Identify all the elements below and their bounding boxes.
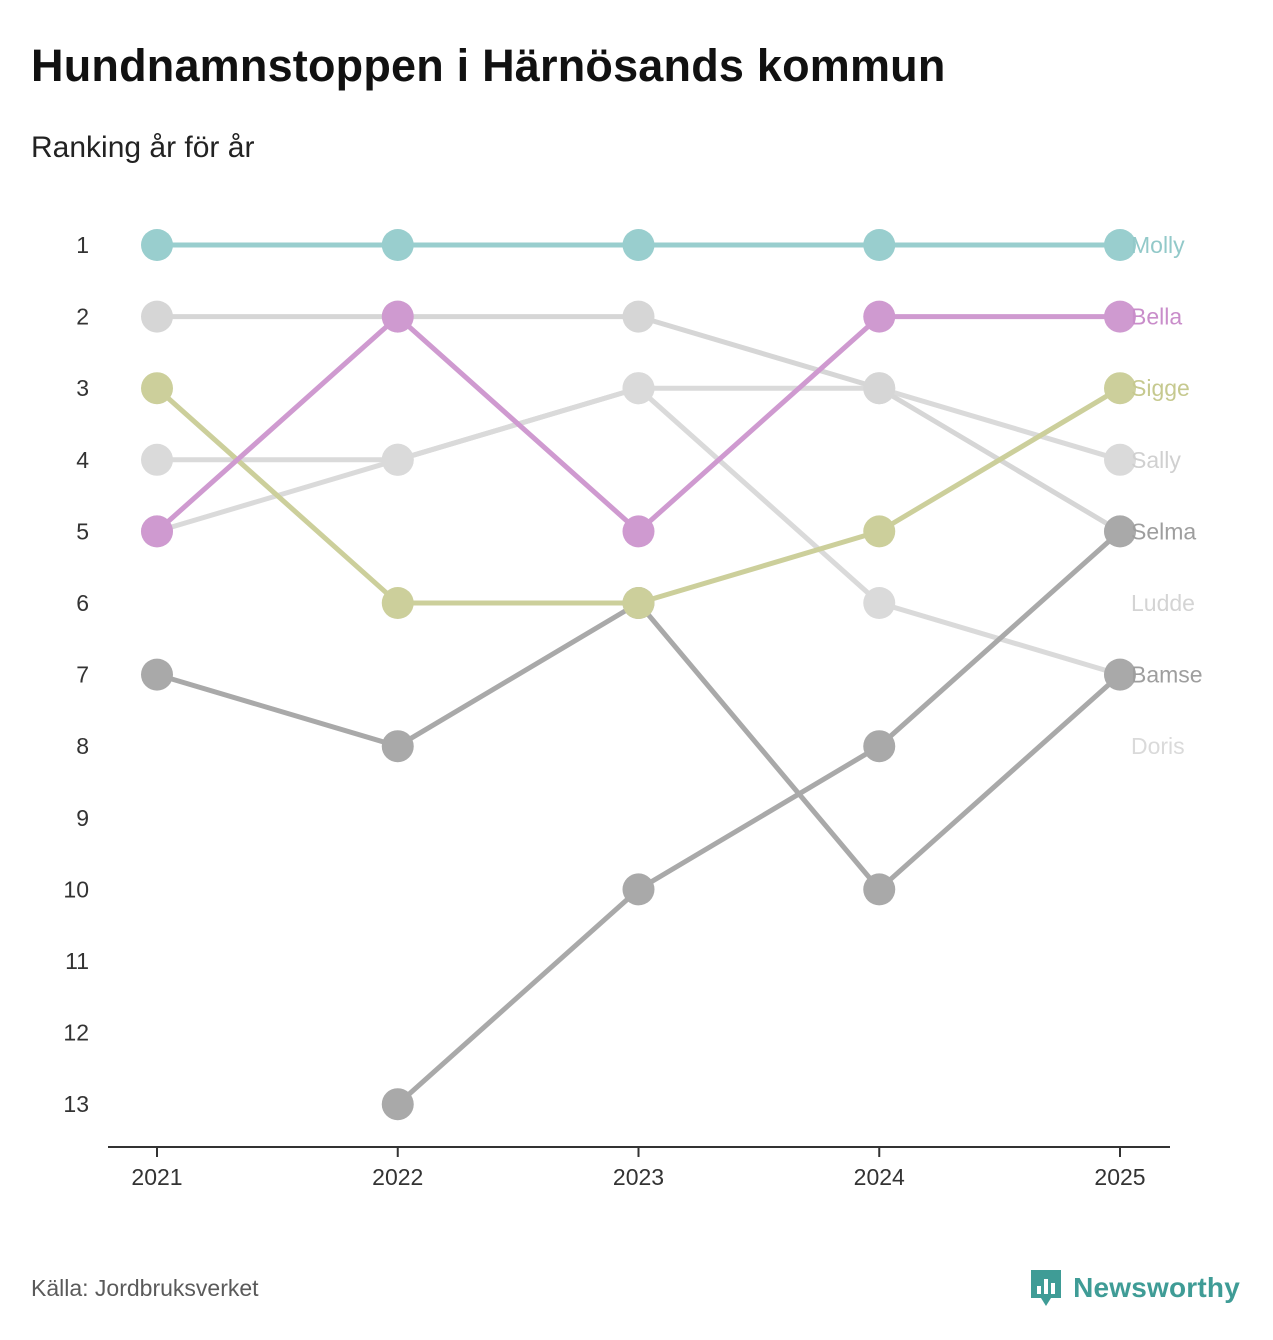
newsworthy-logo-icon	[1031, 1270, 1062, 1306]
data-point-sigge-2023	[622, 587, 655, 619]
series-label-doris: Doris	[1131, 733, 1185, 759]
data-point-ludde-2024	[863, 587, 896, 619]
data-point-sally-2024	[863, 372, 896, 405]
y-tick-label-7: 7	[76, 662, 89, 688]
chart-subtitle: Ranking år för år	[31, 131, 255, 164]
series-label-ludde: Ludde	[1131, 590, 1195, 616]
data-point-sigge-2022	[381, 587, 414, 619]
data-point-doris-2022	[381, 443, 414, 476]
chart-title: Hundnamnstoppen i Härnösands kommun	[31, 40, 946, 91]
y-tick-label-3: 3	[76, 375, 89, 401]
data-point-doris-2023	[622, 372, 655, 405]
y-tick-label-10: 10	[63, 876, 89, 902]
y-tick-label-8: 8	[76, 733, 89, 759]
data-point-selma-2025	[1104, 515, 1136, 548]
x-tick-label-2021: 2021	[131, 1164, 182, 1190]
data-point-molly-2022	[381, 229, 414, 261]
y-tick-label-4: 4	[76, 447, 89, 473]
series-label-bamse: Bamse	[1131, 662, 1203, 688]
y-tick-label-13: 13	[63, 1091, 89, 1117]
source-note: Källa: Jordbruksverket	[31, 1275, 259, 1301]
x-tick-label-2024: 2024	[854, 1164, 905, 1190]
series-label-molly: Molly	[1131, 232, 1185, 258]
data-point-sigge-2025	[1104, 372, 1136, 405]
data-point-doris-2025	[1104, 443, 1136, 476]
y-tick-label-6: 6	[76, 590, 89, 616]
series-label-selma: Selma	[1131, 518, 1196, 544]
data-point-bamse-2024	[863, 873, 896, 906]
y-tick-label-2: 2	[76, 304, 89, 330]
y-tick-label-1: 1	[76, 232, 89, 258]
series-label-sigge: Sigge	[1131, 375, 1190, 401]
data-point-sally-2023	[622, 300, 655, 333]
data-point-molly-2025	[1104, 229, 1136, 261]
data-point-bamse-2022	[381, 730, 414, 763]
data-point-bella-2023	[622, 515, 655, 548]
data-point-molly-2021	[141, 229, 173, 261]
data-point-bamse-2021	[141, 658, 173, 691]
data-point-bella-2021	[141, 515, 173, 548]
x-tick-label-2022: 2022	[372, 1164, 423, 1190]
data-point-sigge-2024	[863, 515, 896, 548]
y-tick-label-11: 11	[65, 948, 89, 974]
brand-logo[interactable]: Newsworthy	[1029, 1268, 1240, 1308]
data-point-sally-2021	[141, 300, 173, 333]
data-point-selma-2022	[381, 1088, 414, 1121]
data-point-selma-2024	[863, 730, 896, 763]
data-point-bella-2022	[381, 300, 414, 333]
data-point-bella-2025	[1104, 300, 1136, 333]
y-tick-label-9: 9	[76, 805, 89, 831]
data-point-molly-2024	[863, 229, 896, 261]
series-line-bella	[154, 314, 1123, 534]
y-tick-label-5: 5	[76, 518, 89, 544]
series-line-bamse	[154, 600, 1123, 892]
x-tick-label-2023: 2023	[613, 1164, 664, 1190]
data-point-selma-2023	[622, 873, 655, 906]
data-point-sigge-2021	[141, 372, 173, 405]
series-line-selma	[395, 528, 1123, 1107]
data-point-bella-2024	[863, 300, 896, 333]
data-point-molly-2023	[622, 229, 655, 261]
x-tick-label-2025: 2025	[1094, 1164, 1145, 1190]
series-label-bella: Bella	[1131, 304, 1182, 330]
data-point-ludde-2021	[141, 443, 173, 476]
data-point-bamse-2025	[1104, 658, 1136, 691]
series-label-sally: Sally	[1131, 447, 1181, 473]
series-line-sally	[154, 314, 1123, 534]
series-line-sigge	[154, 385, 1123, 606]
y-tick-label-12: 12	[63, 1020, 89, 1046]
brand-name: Newsworthy	[1073, 1272, 1240, 1303]
